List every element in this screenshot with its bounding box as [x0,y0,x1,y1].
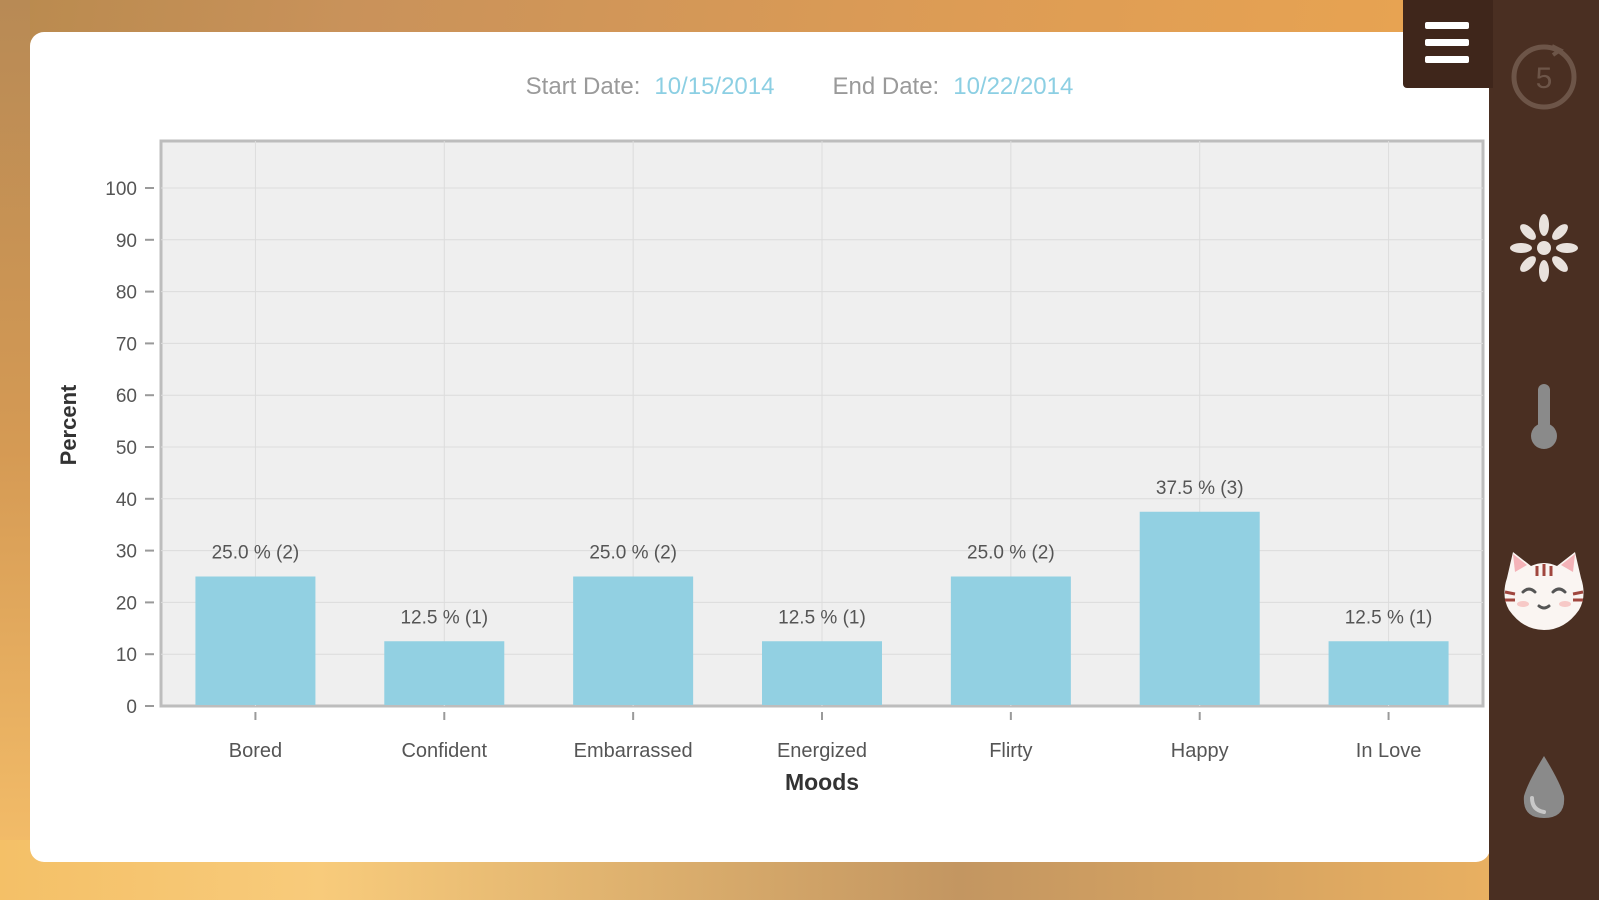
y-tick-label: 0 [126,697,137,718]
y-tick-label: 60 [116,386,137,407]
thermometer-icon[interactable] [1508,380,1580,452]
x-tick-label: In Love [1356,740,1422,762]
y-axis: 0 10 20 30 40 50 60 70 80 90 100 [105,179,154,718]
y-tick-label: 90 [116,231,137,252]
y-tick-label: 30 [116,542,137,563]
x-axis-label: Moods [785,769,859,795]
bars: 25.0 % (2) 12.5 % (1) 25.0 % (2) 12.5 % (1)… [195,478,1449,706]
timer-value: 5 [1536,62,1553,95]
bar-energized[interactable] [762,641,882,705]
x-tick-label: Embarrassed [574,740,693,762]
bar-embarrassed[interactable] [573,576,694,706]
y-tick-label: 20 [116,593,137,614]
bar-data-label: 12.5 % (1) [778,607,866,628]
y-tick-label: 80 [116,283,137,304]
grid-lines [161,141,1483,706]
bar-confident[interactable] [384,641,505,705]
sidebar-rail [1489,0,1599,900]
end-date-label: End Date: [832,73,940,100]
menu-icon[interactable] [1425,22,1469,68]
bar-bored[interactable] [195,576,316,706]
bar-data-label: 12.5 % (1) [400,607,488,628]
y-axis-label: Percent [56,384,81,465]
bar-data-label: 37.5 % (3) [1156,478,1244,499]
x-tick-label: Happy [1171,740,1229,762]
start-date-value[interactable]: 10/15/2014 [654,73,775,100]
y-tick-label: 40 [116,490,137,511]
bar-happy[interactable] [1139,511,1260,705]
bar-in-love[interactable] [1328,641,1449,705]
x-tick-label: Confident [401,740,487,762]
y-tick-label: 50 [116,438,137,459]
start-date-label: Start Date: [525,73,641,100]
bar-data-label: 25.0 % (2) [589,543,677,564]
x-axis: Bored Confident Embarrassed Energized Flirty… [229,712,1422,762]
x-tick-label: Energized [777,740,867,762]
flower-icon[interactable] [1508,212,1580,284]
background-left [0,0,30,900]
bar-data-label: 25.0 % (2) [967,543,1055,564]
bar-data-label: 25.0 % (2) [212,543,300,564]
y-tick-label: 100 [105,179,137,200]
x-tick-label: Bored [229,740,282,762]
date-range: Start Date: 10/15/2014 End Date: 10/22/2014 [0,70,1599,104]
y-tick-label: 10 [116,645,137,666]
y-tick-label: 70 [116,334,137,355]
cat-mood-icon[interactable] [1499,548,1589,632]
bar-data-label: 12.5 % (1) [1345,607,1433,628]
water-drop-icon[interactable] [1508,752,1580,824]
x-tick-label: Flirty [989,740,1032,762]
end-date-value[interactable]: 10/22/2014 [953,73,1074,100]
bar-flirty[interactable] [950,576,1071,706]
timer-icon[interactable]: 5 [1508,40,1580,112]
